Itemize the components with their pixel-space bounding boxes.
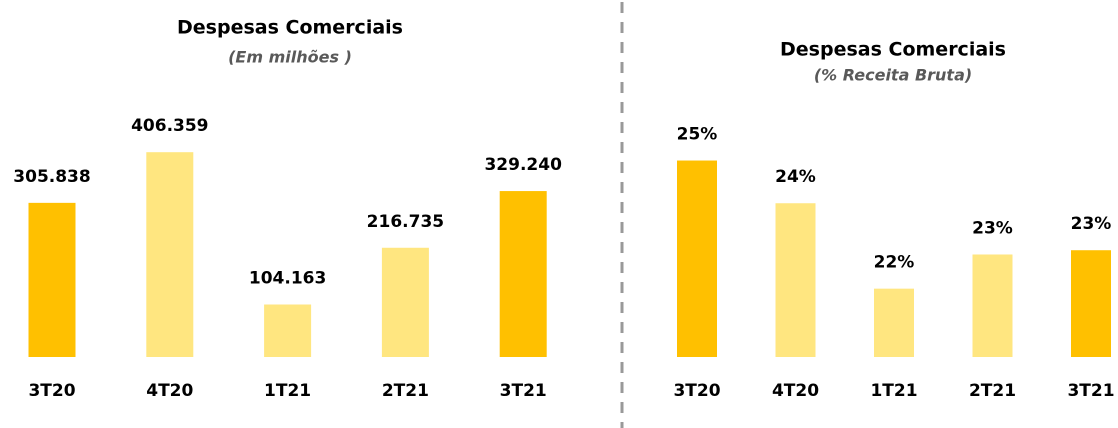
x-tick-label: 3T21	[500, 381, 547, 401]
value-label: 329.240	[484, 155, 562, 175]
bar	[775, 203, 816, 357]
value-label: 24%	[775, 167, 816, 187]
x-tick-label: 3T20	[28, 381, 75, 401]
bar	[264, 304, 312, 357]
chart-subtitle: (% Receita Bruta)	[814, 66, 972, 85]
bar	[972, 254, 1013, 357]
value-label: 406.359	[131, 116, 208, 136]
bar	[499, 191, 547, 357]
chart-title: Despesas Comerciais	[177, 17, 403, 39]
x-tick-label: 3T21	[1067, 381, 1114, 401]
x-tick-label: 1T21	[870, 381, 917, 401]
x-tick-label: 2T21	[382, 381, 429, 401]
bar	[146, 152, 194, 357]
bar	[1071, 250, 1111, 357]
bar	[28, 202, 76, 357]
value-label: 23%	[1071, 214, 1112, 234]
bar	[381, 247, 429, 357]
x-tick-label: 4T20	[146, 381, 193, 401]
bar	[874, 288, 914, 357]
x-tick-label: 3T20	[673, 381, 720, 401]
value-label: 104.163	[249, 269, 326, 289]
chart-title: Despesas Comerciais	[780, 39, 1006, 61]
value-label: 305.838	[13, 167, 90, 187]
x-tick-label: 2T21	[969, 381, 1016, 401]
value-label: 23%	[972, 218, 1013, 238]
value-label: 25%	[677, 125, 718, 145]
value-label: 22%	[874, 253, 915, 273]
bar	[677, 160, 717, 357]
x-tick-label: 4T20	[772, 381, 819, 401]
value-label: 216.735	[367, 212, 444, 232]
chart-subtitle: (Em milhões )	[228, 48, 352, 67]
x-tick-label: 1T21	[264, 381, 311, 401]
